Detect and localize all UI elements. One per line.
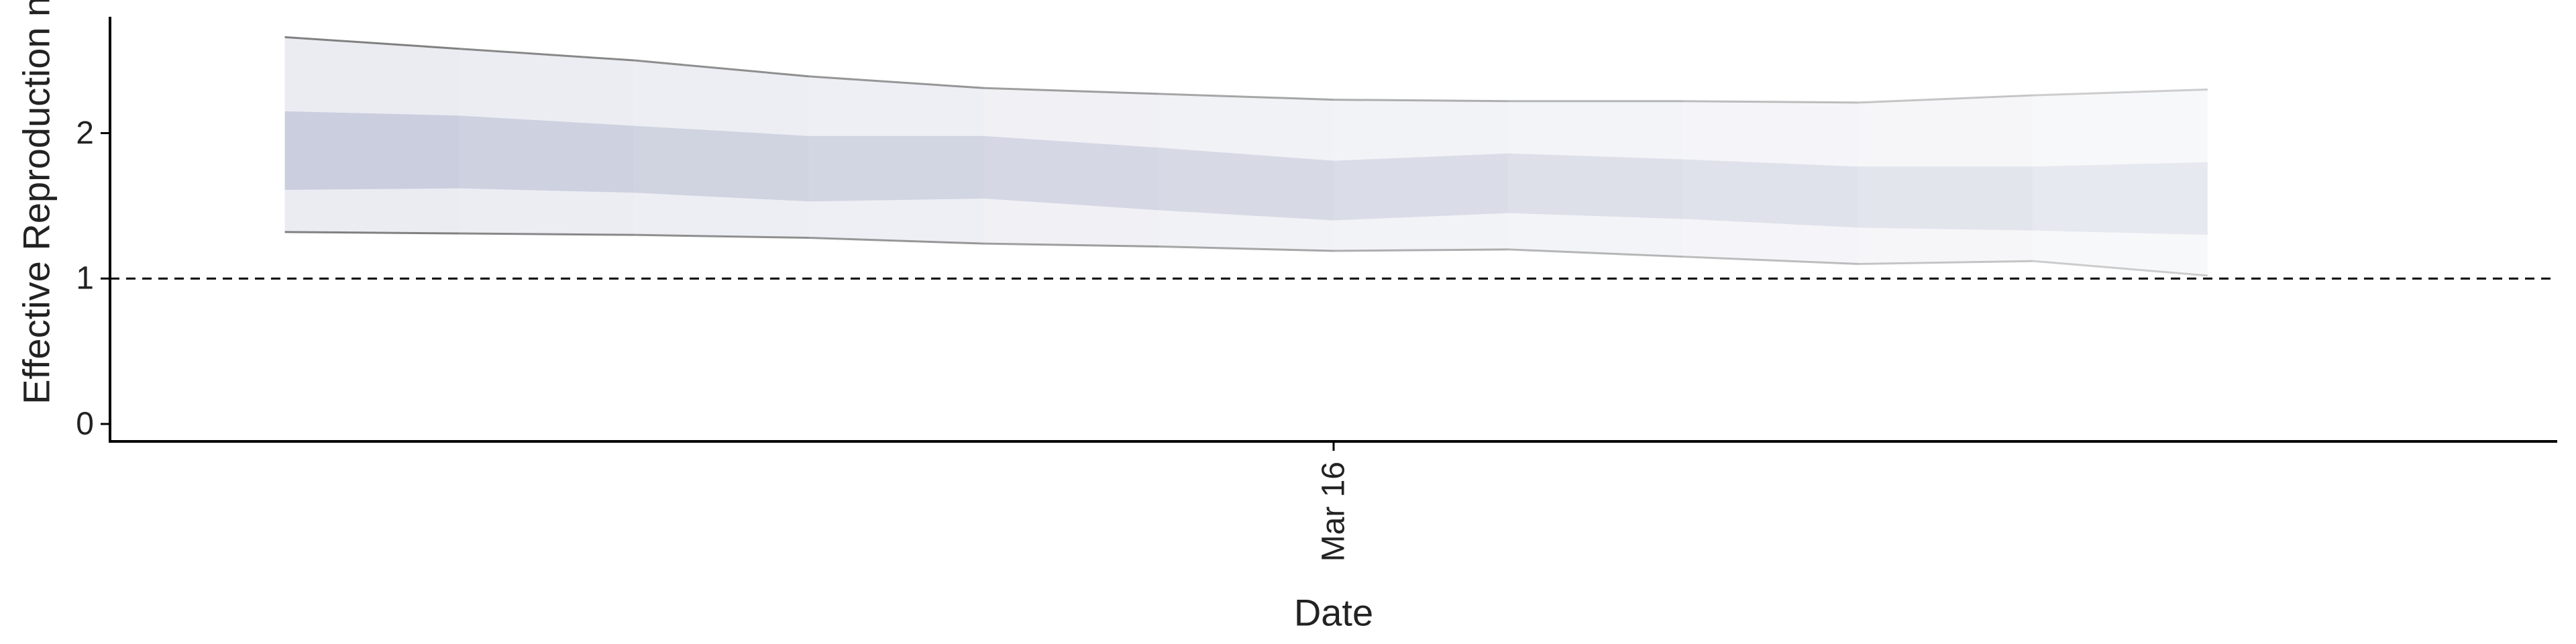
lower-bound-segment	[1333, 248, 1509, 252]
band-50-segment	[1159, 148, 1334, 221]
lower-bound-segment	[1508, 248, 1684, 258]
axes: 0 1 2 Mar 16	[76, 17, 2557, 561]
y-tick-label: 2	[76, 115, 94, 151]
lower-bound-segment	[983, 242, 1159, 248]
band-50-segment	[1683, 159, 1858, 228]
y-tick-label: 1	[76, 261, 94, 297]
x-tick-label: Mar 16	[1316, 462, 1352, 561]
upper-bound-segment	[634, 59, 810, 78]
upper-bound-segment	[1683, 100, 1858, 104]
lower-bound-segment	[284, 231, 460, 235]
upper-bound-segment	[1333, 99, 1509, 103]
band-90-segment	[1683, 101, 1858, 264]
band-50-segment	[983, 136, 1159, 211]
band-90-segment	[1508, 101, 1684, 257]
bound-lines	[284, 36, 2208, 277]
upper-bound-segment	[1858, 94, 2033, 104]
lower-bound-segment	[1159, 246, 1334, 252]
band-50-segment	[1508, 153, 1684, 219]
upper-bound-segment	[2033, 88, 2208, 97]
x-axis-label: Date	[1294, 592, 1373, 634]
band-50-segment	[1334, 153, 1509, 221]
lower-bound-segment	[634, 233, 810, 239]
lower-bound-segment	[1683, 256, 1858, 266]
uncertainty-bands	[284, 37, 2208, 276]
upper-bound-segment	[460, 48, 635, 62]
upper-bound-segment	[284, 36, 460, 50]
band-50-segment	[2033, 162, 2208, 235]
band-90-segment	[1858, 95, 2033, 264]
band-90-segment	[2033, 89, 2208, 276]
lower-bound-segment	[2033, 260, 2208, 277]
y-axis-label: Effective Reproduction no.	[15, 0, 58, 405]
lower-bound-segment	[1858, 260, 2033, 266]
band-50-segment	[284, 111, 460, 190]
upper-bound-segment	[1159, 93, 1334, 101]
band-50-segment	[460, 115, 635, 193]
band-50-segment	[1858, 166, 2033, 231]
upper-bound-segment	[983, 87, 1159, 95]
lower-bound-segment	[460, 232, 635, 236]
upper-bound-segment	[809, 75, 984, 89]
band-50-segment	[809, 136, 984, 202]
axis-labels: Date Effective Reproduction no.	[15, 0, 1374, 634]
lower-bound-segment	[809, 237, 984, 245]
y-tick-label: 0	[76, 406, 94, 441]
band-50-segment	[634, 125, 810, 202]
